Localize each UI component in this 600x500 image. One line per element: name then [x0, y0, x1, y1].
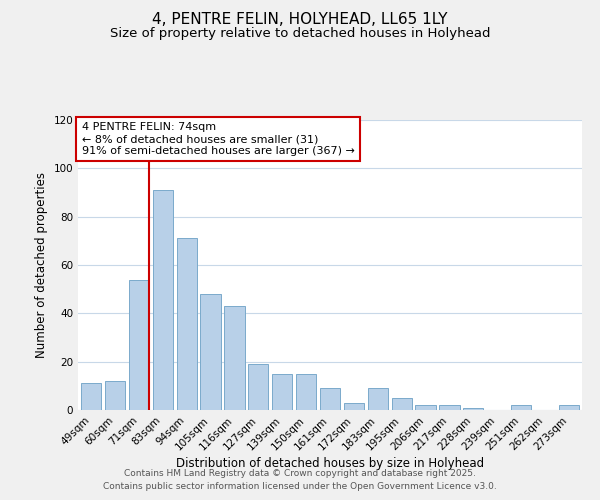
Bar [248, 364, 268, 410]
Bar [272, 374, 292, 410]
Bar [463, 408, 484, 410]
Bar [368, 388, 388, 410]
Bar [152, 190, 173, 410]
Bar [559, 405, 579, 410]
Bar [176, 238, 197, 410]
Bar [439, 405, 460, 410]
Bar [392, 398, 412, 410]
Bar [105, 381, 125, 410]
Bar [81, 384, 101, 410]
Y-axis label: Number of detached properties: Number of detached properties [35, 172, 48, 358]
Bar [129, 280, 149, 410]
Bar [296, 374, 316, 410]
Bar [224, 306, 245, 410]
Bar [511, 405, 531, 410]
Text: Size of property relative to detached houses in Holyhead: Size of property relative to detached ho… [110, 28, 490, 40]
Text: 4 PENTRE FELIN: 74sqm
← 8% of detached houses are smaller (31)
91% of semi-detac: 4 PENTRE FELIN: 74sqm ← 8% of detached h… [82, 122, 355, 156]
Bar [320, 388, 340, 410]
Text: Contains public sector information licensed under the Open Government Licence v3: Contains public sector information licen… [103, 482, 497, 491]
Bar [200, 294, 221, 410]
Bar [415, 405, 436, 410]
Bar [344, 403, 364, 410]
Text: Contains HM Land Registry data © Crown copyright and database right 2025.: Contains HM Land Registry data © Crown c… [124, 468, 476, 477]
X-axis label: Distribution of detached houses by size in Holyhead: Distribution of detached houses by size … [176, 458, 484, 470]
Text: 4, PENTRE FELIN, HOLYHEAD, LL65 1LY: 4, PENTRE FELIN, HOLYHEAD, LL65 1LY [152, 12, 448, 28]
